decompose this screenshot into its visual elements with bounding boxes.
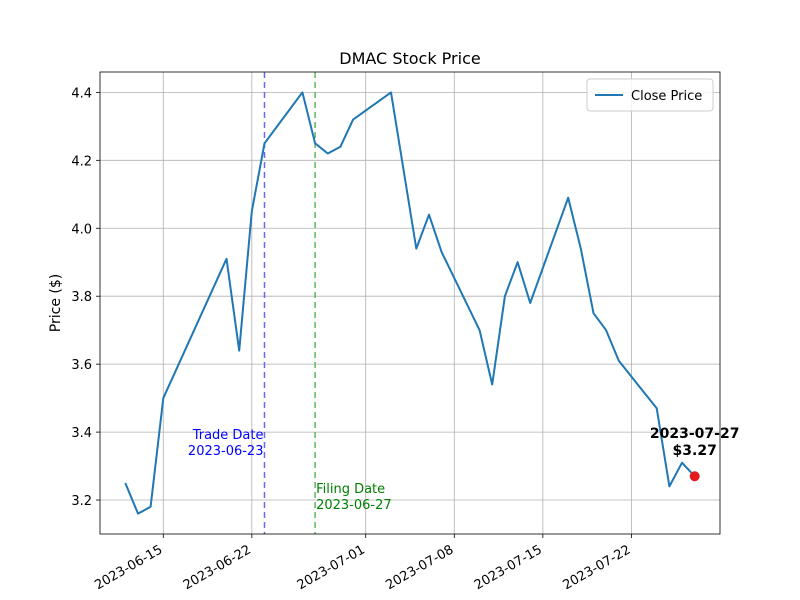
plot-frame [99,71,721,535]
y-tick-label: 4.2 [71,154,92,169]
grid-lines [100,72,720,534]
y-axis-label: Price ($) [48,274,64,332]
event-label: Filing Date [316,482,385,497]
y-tick-label: 4.0 [71,222,92,237]
legend-label: Close Price [631,89,702,104]
event-label: 2023-06-27 [316,498,392,513]
legend-box [586,78,714,112]
legend: Close Price [586,78,714,112]
y-tick-label: 3.4 [71,426,92,441]
annotations: 2023-07-27$3.27 [650,426,740,482]
last-price-marker [689,471,700,482]
series-lines [124,91,696,515]
event-label: 2023-06-23 [188,444,264,459]
y-tick-label: 3.2 [71,494,92,509]
last-price-label: 2023-07-27 [650,426,740,442]
y-tick-label: 4.4 [71,86,92,101]
close-price-line [124,91,696,515]
chart-title: DMAC Stock Price [339,49,480,68]
y-tick-label: 3.8 [71,290,92,305]
y-tick-label: 3.6 [71,358,92,373]
event-label: Trade Date [192,428,264,443]
last-price-label: $3.27 [673,443,717,459]
